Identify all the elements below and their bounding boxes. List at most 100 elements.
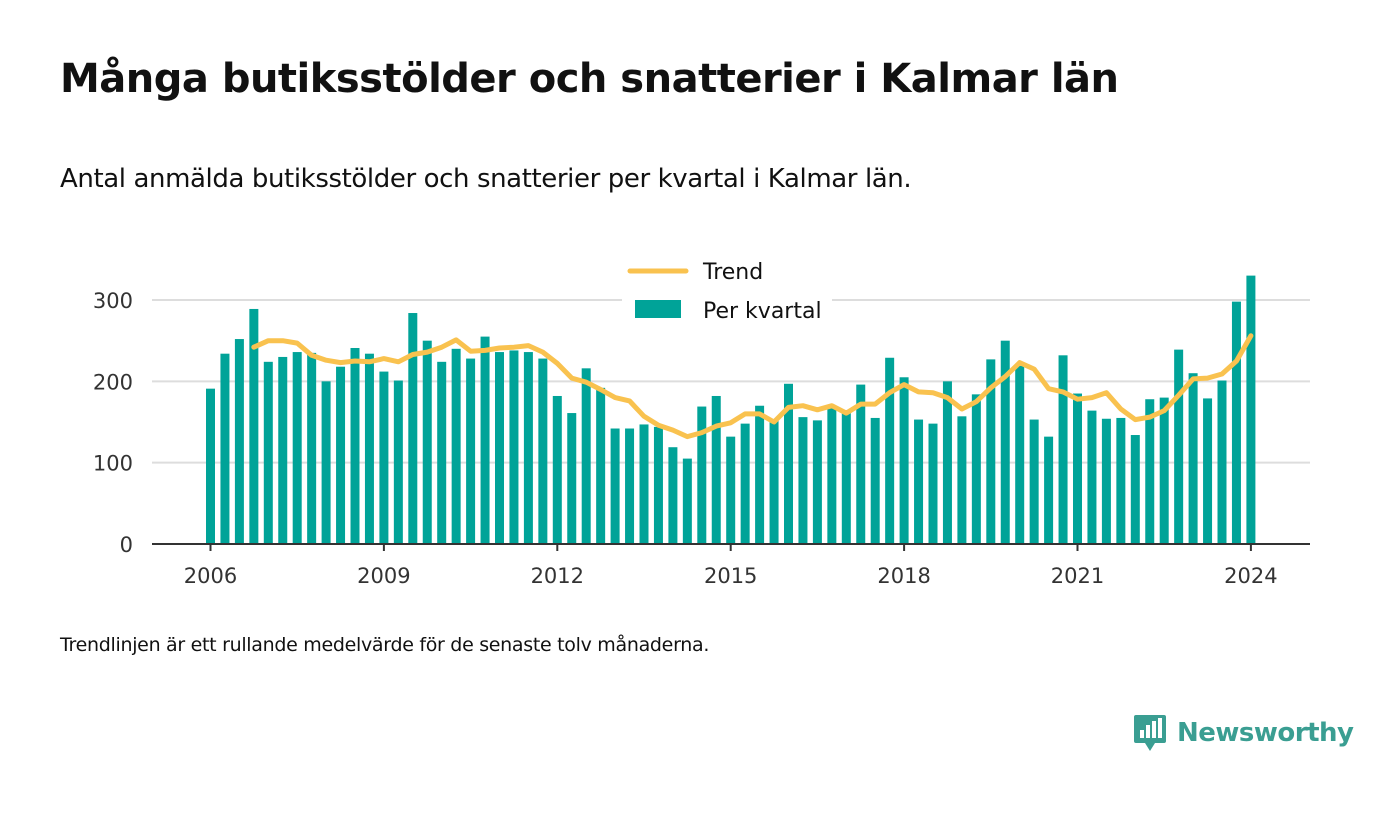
bars <box>206 275 1256 544</box>
bar <box>1058 355 1068 544</box>
bar <box>812 420 822 544</box>
bar <box>1246 275 1256 544</box>
legend: Trend Per kvartal <box>622 252 832 330</box>
bar <box>1217 380 1227 544</box>
x-tick-label: 2009 <box>357 564 410 588</box>
x-tick-label: 2018 <box>877 564 930 588</box>
bar <box>697 406 707 544</box>
bar <box>292 352 302 544</box>
bar <box>234 339 244 544</box>
bar <box>1174 349 1184 544</box>
x-tick-label: 2015 <box>704 564 757 588</box>
bar <box>1029 419 1039 544</box>
bar <box>249 308 259 544</box>
bar <box>466 358 476 544</box>
bar <box>682 458 692 544</box>
bar <box>986 359 996 544</box>
y-tick-label: 100 <box>93 452 133 476</box>
bar <box>1101 418 1111 544</box>
bar <box>610 428 620 544</box>
bar <box>523 352 533 544</box>
bar <box>451 348 461 544</box>
bar <box>1203 398 1213 544</box>
bar <box>364 353 374 544</box>
bar <box>957 416 967 544</box>
bar <box>928 423 938 544</box>
bar <box>1130 435 1140 544</box>
bar <box>1145 399 1155 544</box>
x-tick-label: 2006 <box>184 564 237 588</box>
bar <box>1087 410 1097 544</box>
bar <box>278 356 288 544</box>
bar <box>827 407 837 544</box>
footnote: Trendlinjen är ett rullande medelvärde f… <box>60 634 710 656</box>
y-axis-ticks: 0 100 200 300 <box>93 289 133 557</box>
chart-title: Många butiksstölder och snatterier i Kal… <box>60 56 1119 102</box>
legend-trend-label: Trend <box>702 260 763 285</box>
bar <box>509 350 519 544</box>
bar <box>495 352 504 544</box>
bar <box>422 340 432 544</box>
newsworthy-logo-icon <box>1133 713 1167 753</box>
bar <box>740 423 750 544</box>
bar <box>755 405 765 544</box>
legend-bar-label: Per kvartal <box>703 299 822 324</box>
bar <box>841 411 851 544</box>
chart-subtitle: Antal anmälda butiksstölder och snatteri… <box>60 164 912 194</box>
bar <box>1159 397 1169 544</box>
bar <box>885 357 895 544</box>
brand-name: Newsworthy <box>1177 718 1354 748</box>
bar <box>1231 301 1241 544</box>
bar <box>538 358 548 544</box>
bar <box>625 428 635 544</box>
x-tick-label: 2021 <box>1051 564 1104 588</box>
x-axis: 2006 2009 2012 2015 2018 2021 2024 <box>152 543 1310 588</box>
trend-line-group <box>251 333 1254 440</box>
bar <box>480 336 490 544</box>
bar <box>971 394 981 544</box>
bar <box>1073 393 1082 544</box>
x-tick-label: 2012 <box>531 564 584 588</box>
bar <box>1188 373 1198 544</box>
bar <box>206 388 215 544</box>
bar <box>1000 340 1010 544</box>
x-tick-label: 2024 <box>1224 564 1277 588</box>
bar <box>653 426 663 544</box>
bar <box>856 384 866 544</box>
bar <box>336 366 346 544</box>
y-tick-label: 0 <box>120 533 133 557</box>
bar <box>220 353 230 544</box>
bar <box>408 313 418 544</box>
bar <box>393 380 403 544</box>
bar <box>379 371 389 544</box>
y-tick-label: 200 <box>93 370 133 394</box>
bar <box>870 417 880 544</box>
bar <box>307 352 317 544</box>
bar <box>1116 417 1126 544</box>
bar <box>942 381 952 544</box>
bar <box>263 361 273 544</box>
legend-bar-swatch <box>635 300 681 318</box>
bar <box>321 381 331 544</box>
trend-line <box>251 333 1254 440</box>
bar <box>668 447 678 544</box>
bar <box>596 387 606 544</box>
bar <box>711 395 721 544</box>
bar <box>567 413 577 544</box>
y-tick-label: 300 <box>93 289 133 313</box>
bar <box>1044 436 1054 544</box>
bar <box>1015 364 1025 544</box>
bar <box>769 420 779 544</box>
bar <box>437 361 447 544</box>
bar <box>552 395 562 544</box>
bar <box>581 368 591 544</box>
bar <box>798 417 808 544</box>
bar <box>639 424 649 544</box>
bar <box>784 383 793 544</box>
bar <box>899 377 909 544</box>
brand-logo[interactable]: Newsworthy <box>1133 712 1354 754</box>
bar <box>350 347 360 544</box>
bar <box>914 419 924 544</box>
bar <box>726 436 736 544</box>
